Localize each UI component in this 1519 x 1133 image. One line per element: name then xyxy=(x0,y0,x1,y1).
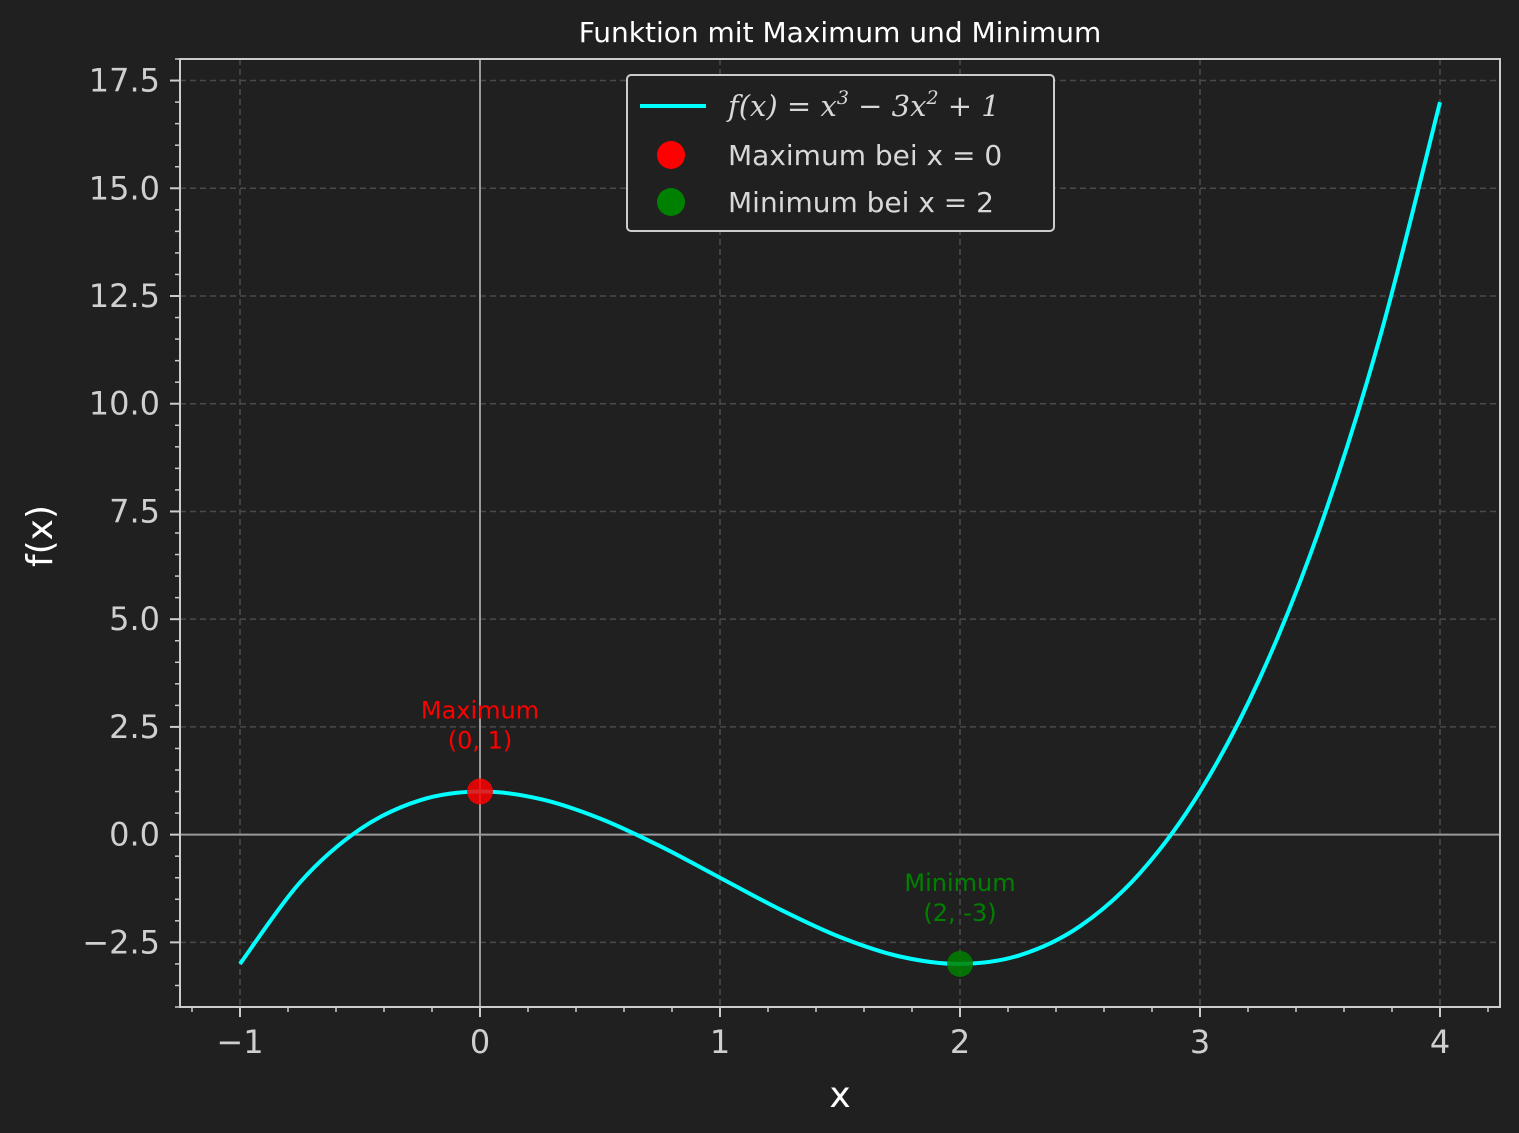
y-tick-label: 0.0 xyxy=(109,816,160,854)
y-tick-label: 10.0 xyxy=(89,385,160,423)
annotation-maximum-line-2: (0, 1) xyxy=(448,727,513,755)
x-tick-label: 0 xyxy=(470,1023,490,1061)
legend: f(x) = x3 − 3x2 + 1 Maximum bei x = 0 Mi… xyxy=(626,74,1055,232)
legend-marker-minimum xyxy=(657,188,685,216)
maximum-point xyxy=(467,778,493,805)
annotation-maximum-line-1: Maximum xyxy=(421,697,539,725)
x-tick-label: 1 xyxy=(710,1023,730,1061)
chart-title: Funktion mit Maximum und Minimum xyxy=(579,16,1102,49)
legend-label-maximum: Maximum bei x = 0 xyxy=(728,139,1002,172)
y-tick-label: −2.5 xyxy=(82,923,160,961)
annotation-minimum-line-1: Minimum xyxy=(904,869,1015,897)
legend-marker-maximum xyxy=(657,141,685,169)
x-tick-label: 4 xyxy=(1430,1023,1450,1061)
x-axis-label: x xyxy=(829,1075,850,1116)
y-tick-label: 2.5 xyxy=(109,708,160,746)
y-tick-label: 7.5 xyxy=(109,492,160,530)
annotation-minimum-line-2: (2, -3) xyxy=(923,899,996,927)
legend-label-minimum: Minimum bei x = 2 xyxy=(728,186,994,219)
legend-label-function: f(x) = x3 − 3x2 + 1 xyxy=(726,87,1000,123)
y-tick-label: 12.5 xyxy=(89,277,160,315)
minimum-point xyxy=(947,950,973,977)
legend-frame xyxy=(626,74,1055,232)
x-tick-label: 3 xyxy=(1190,1023,1210,1061)
y-tick-label: 15.0 xyxy=(89,169,160,207)
function-curve xyxy=(238,101,1442,966)
y-tick-label: 17.5 xyxy=(89,62,160,100)
x-tick-label: 2 xyxy=(950,1023,970,1061)
y-axis-label: f(x) xyxy=(20,505,61,567)
plot-area: −1 0 1 2 3 4 −2.5 0.0 2.5 5.0 7.5 10.0 12.5 15.0 17.5 M… xyxy=(82,58,1501,1061)
x-tick-label: −1 xyxy=(216,1023,263,1061)
y-tick-label: 5.0 xyxy=(109,600,160,638)
